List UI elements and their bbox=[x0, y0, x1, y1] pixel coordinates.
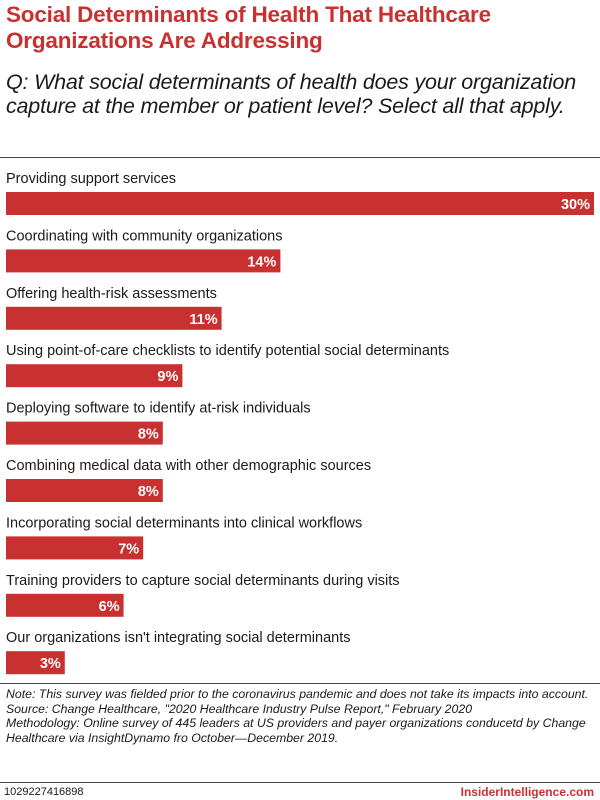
bar bbox=[6, 479, 163, 502]
value-label: 9% bbox=[157, 369, 178, 385]
value-label: 8% bbox=[138, 427, 159, 443]
category-label: Using point-of-care checklists to identi… bbox=[6, 343, 449, 359]
category-label: Deploying software to identify at-risk i… bbox=[6, 401, 311, 417]
category-label: Combining medical data with other demogr… bbox=[6, 458, 371, 474]
footer-divider bbox=[0, 782, 600, 783]
value-label: 11% bbox=[189, 312, 217, 328]
bar bbox=[6, 651, 65, 675]
brand-logo-text: InsiderIntelligence.com bbox=[460, 785, 594, 799]
bar bbox=[6, 421, 163, 445]
category-label: Offering health-risk assessments bbox=[6, 286, 217, 302]
category-label: Providing support services bbox=[6, 171, 176, 187]
value-label: 14% bbox=[247, 254, 276, 270]
chart-id: 1029227416898 bbox=[4, 786, 84, 798]
note-text: Note: This survey was fielded prior to t… bbox=[6, 687, 589, 701]
chart-title: Social Determinants of Health That Healt… bbox=[6, 2, 491, 53]
bar bbox=[6, 536, 144, 560]
bar bbox=[6, 249, 281, 273]
notes-divider bbox=[0, 683, 600, 684]
bar bbox=[6, 306, 222, 330]
survey-question: Q: What social determinants of health do… bbox=[6, 70, 577, 118]
chart-notes: Note: This survey was fielded prior to t… bbox=[6, 687, 594, 745]
bar bbox=[6, 364, 183, 388]
bar bbox=[6, 593, 124, 617]
source-text: Source: Change Healthcare, "2020 Healthc… bbox=[6, 701, 473, 716]
category-label: Coordinating with community organization… bbox=[6, 228, 282, 244]
methodology-text: Methodology: Online survey of 445 leader… bbox=[6, 716, 586, 745]
category-label: Incorporating social determinants into c… bbox=[6, 515, 362, 531]
value-label: 7% bbox=[118, 541, 139, 557]
category-label: Our organizations isn't integrating soci… bbox=[6, 630, 351, 646]
top-divider bbox=[0, 157, 600, 158]
value-label: 30% bbox=[561, 197, 590, 213]
category-label: Training providers to capture social det… bbox=[6, 573, 400, 589]
bar bbox=[6, 192, 594, 215]
value-label: 3% bbox=[40, 656, 61, 672]
value-label: 6% bbox=[99, 599, 120, 615]
value-label: 8% bbox=[138, 484, 159, 500]
